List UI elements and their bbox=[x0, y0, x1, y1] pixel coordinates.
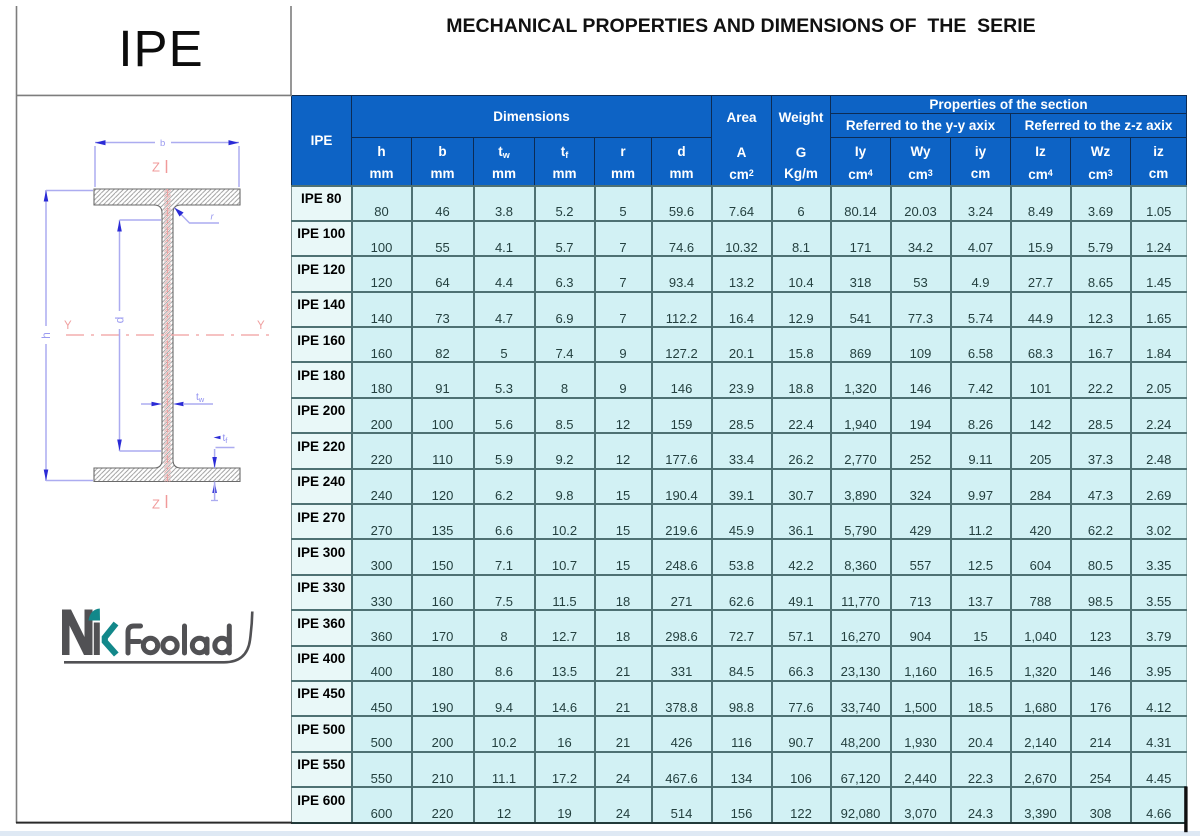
svg-text:tf: tf bbox=[223, 433, 229, 445]
svg-text:r: r bbox=[211, 212, 215, 223]
svg-text:Z: Z bbox=[152, 497, 160, 512]
svg-text:d: d bbox=[113, 317, 127, 324]
svg-text:Y: Y bbox=[257, 320, 265, 332]
svg-text:Z: Z bbox=[152, 160, 160, 175]
svg-text:h: h bbox=[39, 332, 53, 339]
svg-text:tw: tw bbox=[196, 392, 205, 404]
svg-text:Y: Y bbox=[64, 320, 72, 332]
svg-text:b: b bbox=[160, 138, 165, 149]
